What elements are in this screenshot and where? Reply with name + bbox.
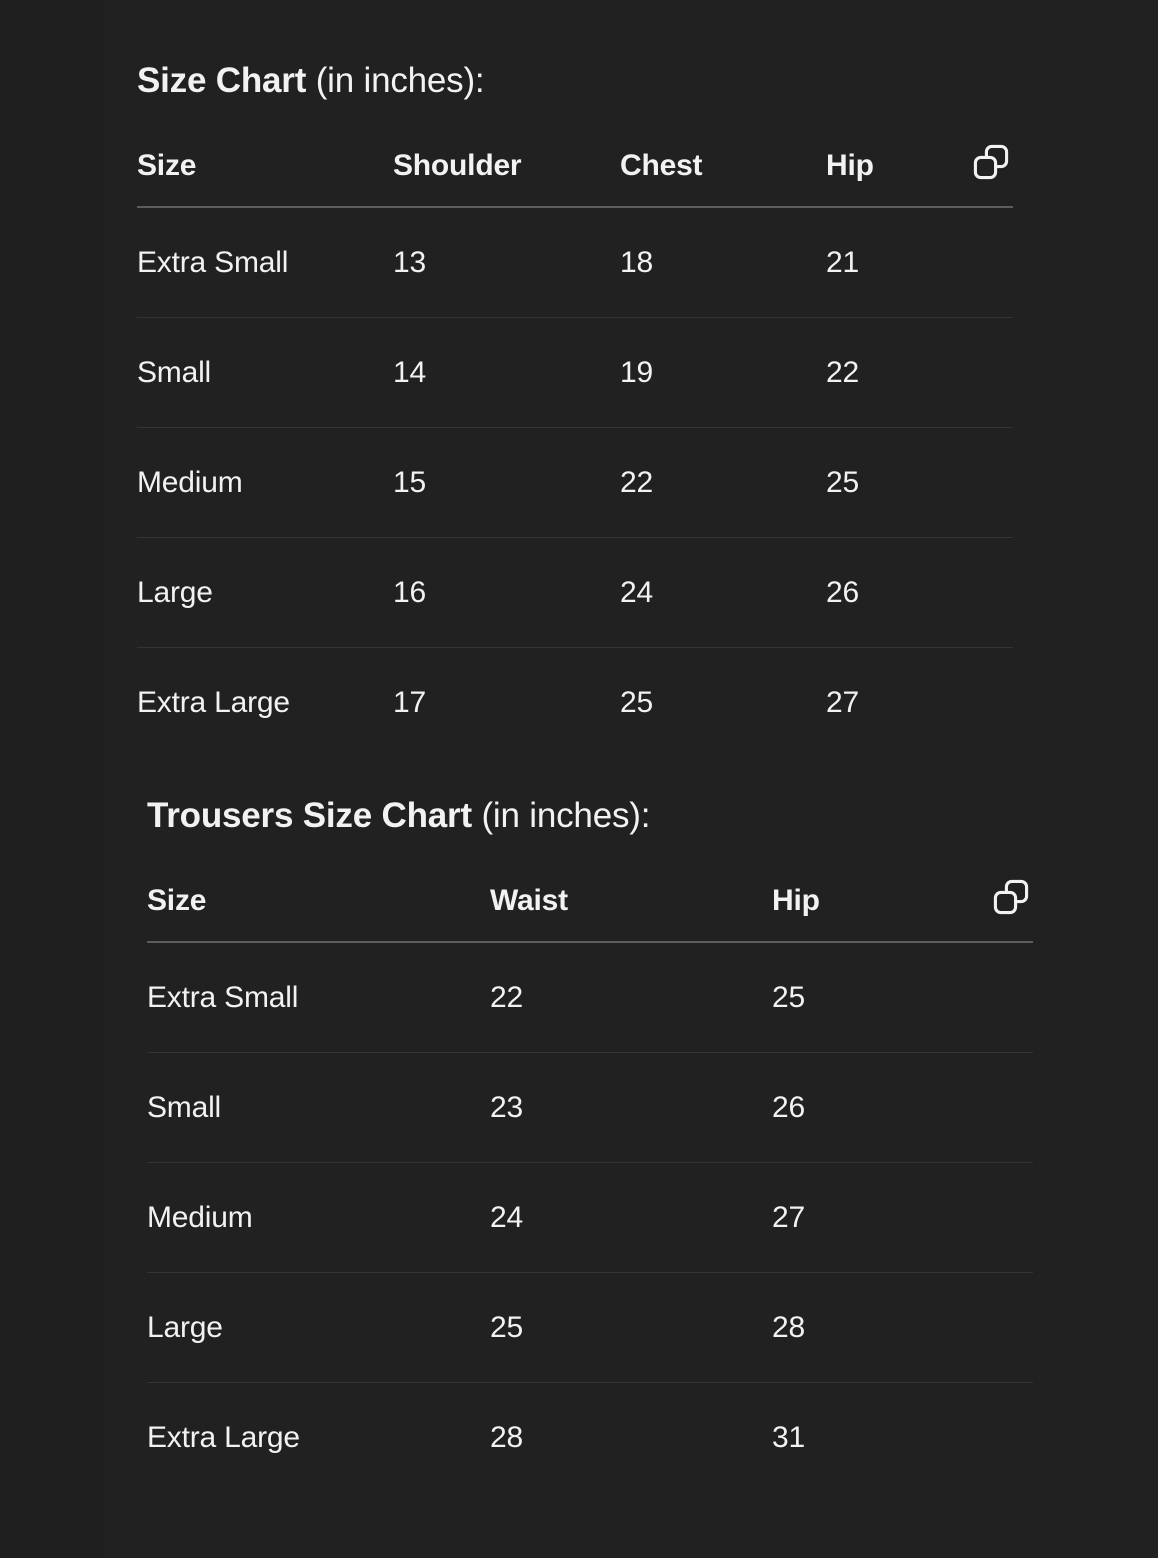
cell-chest: 22 bbox=[620, 427, 826, 538]
cell-hip: 26 bbox=[826, 537, 936, 648]
cell-hip: 27 bbox=[772, 1162, 952, 1273]
cell-chest: 19 bbox=[620, 317, 826, 428]
table-row: Small 14 19 22 bbox=[137, 317, 1013, 428]
cell-size: Extra Small bbox=[147, 942, 490, 1053]
table-row: Extra Large 17 25 27 bbox=[137, 648, 1013, 758]
size-chart-table-body: Extra Small 13 18 21 Small 14 19 22 Medi… bbox=[137, 207, 1013, 757]
cell-chest: 25 bbox=[620, 685, 653, 719]
cell-hip: 25 bbox=[826, 427, 936, 538]
table-row: Large 16 24 26 bbox=[137, 537, 1013, 648]
size-chart-title-unit: (in inches): bbox=[315, 61, 485, 100]
column-header-shoulder: Shoulder bbox=[393, 130, 620, 208]
cell-spacer bbox=[952, 1052, 1033, 1163]
table-row: Extra Small 22 25 bbox=[147, 942, 1033, 1053]
column-header-hip: Hip bbox=[826, 130, 936, 208]
cell-size: Extra Large bbox=[137, 685, 290, 719]
cell-spacer bbox=[952, 1272, 1033, 1383]
table-row: Large 25 28 bbox=[147, 1272, 1033, 1383]
cell-spacer bbox=[952, 1383, 1033, 1493]
cell-shoulder: 16 bbox=[393, 537, 620, 648]
cell-spacer bbox=[952, 942, 1033, 1053]
copy-trousers-size-chart-button[interactable] bbox=[952, 875, 1033, 919]
cell-spacer bbox=[936, 537, 1013, 648]
cell-shoulder: 14 bbox=[393, 317, 620, 428]
table-row: Medium 24 27 bbox=[147, 1162, 1033, 1273]
cell-hip: 22 bbox=[826, 317, 936, 428]
copy-icon bbox=[969, 140, 1013, 184]
cell-waist: 25 bbox=[490, 1272, 772, 1383]
cell-size: Large bbox=[137, 537, 393, 648]
table-row: Extra Small 13 18 21 bbox=[137, 207, 1013, 318]
cell-chest: 24 bbox=[620, 537, 826, 648]
cell-size: Extra Small bbox=[137, 207, 393, 318]
size-chart-title: Size Chart (in inches): bbox=[137, 60, 1013, 102]
column-header-size: Size bbox=[147, 865, 490, 943]
column-header-hip: Hip bbox=[772, 865, 952, 943]
cell-shoulder: 17 bbox=[393, 685, 426, 719]
trousers-size-chart-section: Trousers Size Chart (in inches): Size Wa… bbox=[147, 795, 1033, 1492]
copy-column-header bbox=[936, 130, 1013, 208]
column-header-waist: Waist bbox=[490, 865, 772, 943]
cell-waist: 24 bbox=[490, 1162, 772, 1273]
cell-hip: 28 bbox=[772, 1272, 952, 1383]
cell-waist: 28 bbox=[490, 1420, 523, 1454]
table-row: Extra Large 28 31 bbox=[147, 1383, 1033, 1493]
size-chart-section: Size Chart (in inches): Size Shoulder Ch… bbox=[137, 60, 1013, 757]
cell-size: Small bbox=[137, 317, 393, 428]
copy-size-chart-button[interactable] bbox=[936, 140, 1013, 184]
table-row: Medium 15 22 25 bbox=[137, 427, 1013, 538]
size-chart-table: Size Shoulder Chest Hip bbox=[137, 130, 1013, 757]
trousers-size-chart-table: Size Waist Hip bbox=[147, 865, 1033, 1492]
table-header-row: Size Shoulder Chest Hip bbox=[137, 130, 1013, 208]
cell-waist: 23 bbox=[490, 1052, 772, 1163]
cell-spacer bbox=[952, 1162, 1033, 1273]
cell-shoulder: 13 bbox=[393, 207, 620, 318]
copy-column-header bbox=[952, 865, 1033, 943]
cell-hip: 27 bbox=[826, 685, 859, 719]
trousers-size-chart-title: Trousers Size Chart (in inches): bbox=[147, 795, 1033, 837]
cell-size: Medium bbox=[147, 1162, 490, 1273]
cell-hip: 25 bbox=[772, 942, 952, 1053]
table-row: Small 23 26 bbox=[147, 1052, 1033, 1163]
cell-chest: 18 bbox=[620, 207, 826, 318]
cell-shoulder: 15 bbox=[393, 427, 620, 538]
trousers-size-chart-title-unit: (in inches): bbox=[481, 796, 651, 835]
size-chart-title-strong: Size Chart bbox=[137, 61, 307, 100]
trousers-size-chart-table-head: Size Waist Hip bbox=[147, 865, 1033, 943]
copy-icon bbox=[989, 875, 1033, 919]
cell-hip: 31 bbox=[772, 1420, 805, 1454]
cell-size: Medium bbox=[137, 427, 393, 538]
table-header-row: Size Waist Hip bbox=[147, 865, 1033, 943]
cell-waist: 22 bbox=[490, 942, 772, 1053]
size-chart-table-head: Size Shoulder Chest Hip bbox=[137, 130, 1013, 208]
cell-size: Extra Large bbox=[147, 1420, 300, 1454]
cell-spacer bbox=[936, 317, 1013, 428]
column-header-size: Size bbox=[137, 130, 393, 208]
cell-size: Large bbox=[147, 1272, 490, 1383]
cell-hip: 26 bbox=[772, 1052, 952, 1163]
trousers-size-chart-table-body: Extra Small 22 25 Small 23 26 Medium 24 … bbox=[147, 942, 1033, 1492]
cell-spacer bbox=[936, 207, 1013, 318]
column-header-chest: Chest bbox=[620, 130, 826, 208]
cell-spacer bbox=[936, 427, 1013, 538]
cell-spacer bbox=[936, 648, 1013, 758]
cell-hip: 21 bbox=[826, 207, 936, 318]
trousers-size-chart-title-strong: Trousers Size Chart bbox=[147, 796, 472, 835]
cell-size: Small bbox=[147, 1052, 490, 1163]
